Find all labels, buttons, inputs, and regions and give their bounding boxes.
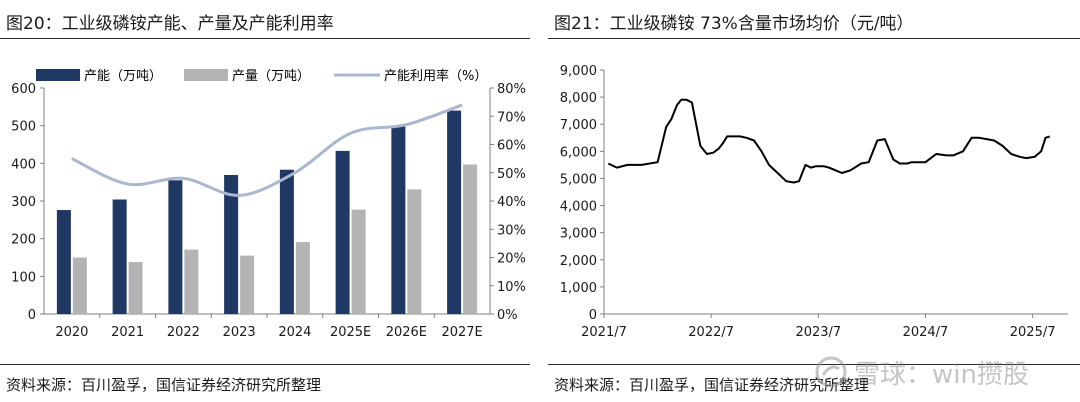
right-y-tick-label: 30% <box>497 223 526 238</box>
x-tick-label: 2021 <box>111 325 144 340</box>
output-bar <box>295 242 310 314</box>
left-y-tick-label: 300 <box>11 195 36 210</box>
price-y-tick-label: 9,000 <box>560 64 597 79</box>
capacity-bar <box>335 150 350 314</box>
left-legend: 产能（万吨） 产量（万吨） 产能利用率（%） <box>36 68 487 84</box>
x-tick-label: 2020 <box>55 325 88 340</box>
x-tick-label: 2023 <box>223 325 256 340</box>
legend-label-utilization: 产能利用率（%） <box>384 68 487 84</box>
legend-label-capacity: 产能（万吨） <box>84 69 162 84</box>
utilization-line <box>71 103 463 197</box>
output-bar <box>128 262 143 314</box>
right-source-rule <box>548 364 1080 365</box>
price-y-tick-label: 2,000 <box>560 254 597 269</box>
price-line <box>607 98 1051 184</box>
price-y-tick-label: 5,000 <box>560 172 597 187</box>
price-y-tick-label: 6,000 <box>560 145 597 160</box>
price-y-tick-label: 1,000 <box>560 281 597 296</box>
left-y-tick-label: 0 <box>28 308 36 323</box>
left-y-tick-label: 200 <box>11 233 36 248</box>
legend-swatch-capacity <box>36 69 80 81</box>
right-y-tick-label: 20% <box>497 252 526 267</box>
price-x-tick-label: 2024/7 <box>903 325 949 340</box>
right-y-tick-label: 70% <box>497 110 526 125</box>
price-line-chart: 0 1,000 2,000 3,000 4,000 5,000 6,000 7,000 8,00… <box>560 64 1068 340</box>
capacity-bar <box>168 180 183 314</box>
price-x-tick-label: 2021/7 <box>581 325 627 340</box>
snowball-logo-icon <box>815 356 847 388</box>
left-y-tick-label: 100 <box>11 270 36 285</box>
capacity-bar <box>391 125 406 315</box>
left-y-tick-label: 600 <box>11 82 36 97</box>
x-tick-label: 2027E <box>441 325 482 340</box>
right-y-tick-label: 80% <box>497 82 526 97</box>
right-source-note: 资料来源：百川盈孚，国信证券经济研究所整理 <box>554 376 870 394</box>
output-bar <box>463 164 478 314</box>
capacity-output-chart: 产能（万吨） 产量（万吨） 产能利用率（%） 0 100 200 300 400 500 6… <box>11 68 526 340</box>
capacity-bar <box>279 169 294 314</box>
right-chart-title: 图21：工业级磷铵 73%含量市场均价（元/吨） <box>554 14 914 34</box>
output-bar <box>184 249 199 314</box>
price-x-tick-label: 2025/7 <box>1010 325 1056 340</box>
legend-swatch-output <box>184 69 228 81</box>
right-y-tick-label: 0% <box>497 308 518 323</box>
price-y-tick-label: 0 <box>589 308 597 323</box>
output-bar <box>72 257 87 314</box>
right-y-tick-label: 50% <box>497 167 526 182</box>
output-bar <box>351 209 366 314</box>
price-y-tick-label: 7,000 <box>560 118 597 133</box>
capacity-bar <box>112 199 127 314</box>
left-chart-title: 图20：工业级磷铵产能、产量及产能利用率 <box>6 14 334 34</box>
watermark-text: 雪球：win攒股 <box>854 359 1029 390</box>
right-y-tick-label: 60% <box>497 139 526 154</box>
x-tick-label: 2022 <box>167 325 200 340</box>
capacity-bar <box>447 110 462 314</box>
x-tick-label: 2024 <box>278 325 311 340</box>
price-y-tick-label: 8,000 <box>560 91 597 106</box>
left-source-note: 资料来源：百川盈孚，国信证券经济研究所整理 <box>6 376 322 394</box>
x-tick-label: 2025E <box>330 325 371 340</box>
right-title-rule <box>548 38 1080 39</box>
left-chart-panel: 图20：工业级磷铵产能、产量及产能利用率 产能（万吨） 产量（万吨） 产能利用率… <box>0 0 530 402</box>
output-bar <box>240 255 255 314</box>
xueqiu-watermark: 雪球：win攒股 <box>814 352 1072 392</box>
x-tick-label: 2026E <box>386 325 427 340</box>
left-title-rule <box>0 38 530 39</box>
left-source-rule <box>0 364 530 365</box>
right-y-tick-label: 10% <box>497 280 526 295</box>
left-y-tick-label: 400 <box>11 157 36 172</box>
output-bar <box>407 189 422 314</box>
legend-label-output: 产量（万吨） <box>232 69 310 84</box>
capacity-bar <box>224 175 239 314</box>
capacity-bar <box>56 210 71 314</box>
left-y-tick-label: 500 <box>11 120 36 135</box>
price-y-tick-label: 4,000 <box>560 200 597 215</box>
price-x-tick-label: 2023/7 <box>795 325 841 340</box>
right-chart-panel: 图21：工业级磷铵 73%含量市场均价（元/吨） 0 1,000 2,000 3,00… <box>548 0 1080 402</box>
price-y-tick-label: 3,000 <box>560 227 597 242</box>
price-x-tick-label: 2022/7 <box>688 325 734 340</box>
right-y-tick-label: 40% <box>497 195 526 210</box>
